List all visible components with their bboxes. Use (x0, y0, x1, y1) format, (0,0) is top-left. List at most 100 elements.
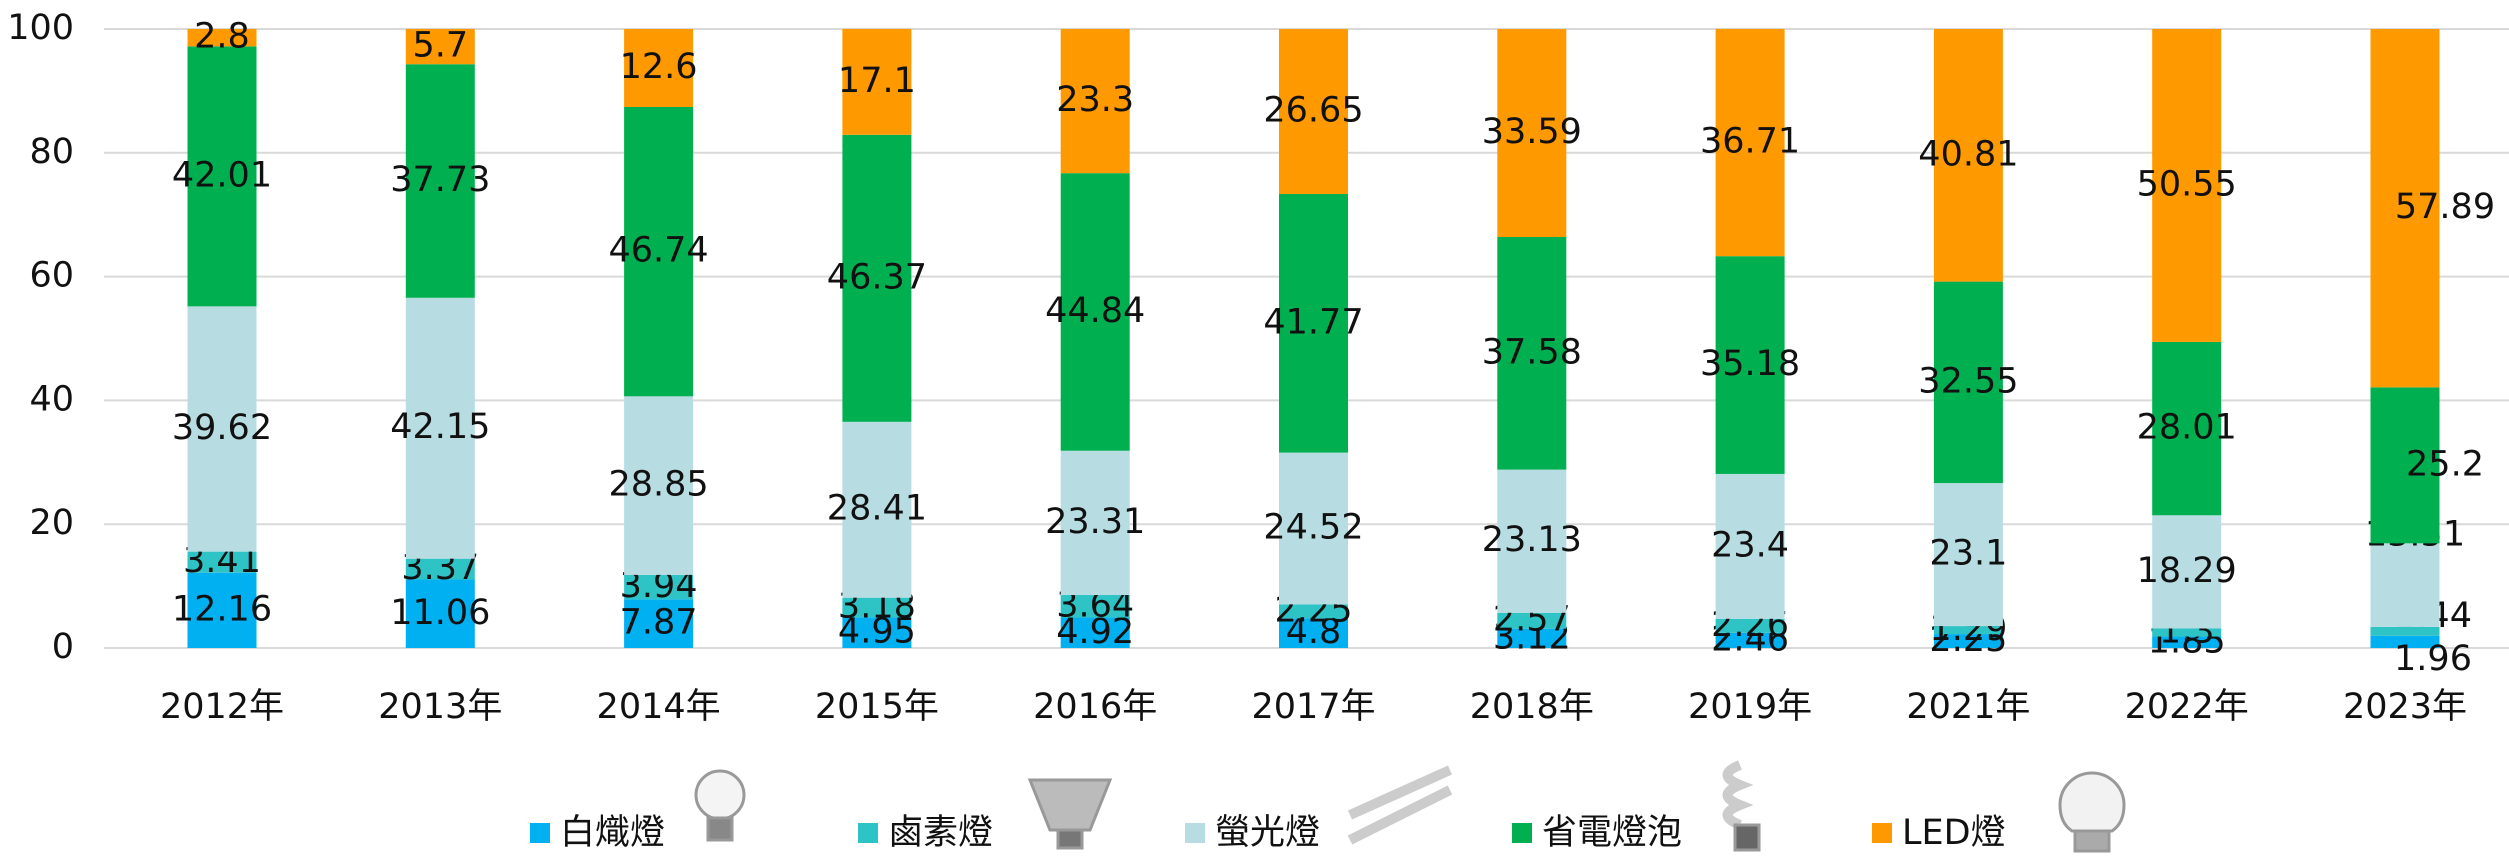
bar-segment (1060, 173, 1130, 451)
value-label: 7.87 (620, 603, 698, 643)
y-tick-label: 100 (7, 8, 74, 48)
legend-icons (694, 760, 2126, 853)
value-label: 5.7 (412, 26, 468, 66)
x-tick-label: 2022年 (2125, 687, 2249, 727)
legend-swatch (1872, 823, 1892, 843)
value-label: 57.89 (2395, 187, 2495, 227)
value-label: 46.74 (608, 231, 708, 271)
bar-segment (2152, 341, 2222, 516)
bar-segment (1715, 256, 1785, 474)
bar-segment (187, 46, 257, 307)
bar-segment (1279, 452, 1348, 605)
value-label: 24.52 (1263, 507, 1363, 547)
bar-segment (2370, 626, 2440, 636)
bar-segment (2152, 515, 2222, 629)
bar-segment (405, 28, 475, 65)
y-tick-label: 20 (29, 503, 74, 543)
value-label: 40.81 (1918, 134, 2018, 174)
bar-segment (1060, 28, 1130, 174)
bar-segment (187, 29, 257, 47)
bar-segment (2370, 29, 2440, 388)
y-tick-label: 40 (29, 379, 74, 419)
value-label: 11.06 (390, 593, 490, 633)
bar-segment (1715, 28, 1785, 257)
bar-segment (405, 64, 475, 298)
bar-segment (1060, 617, 1130, 648)
x-tick-label: 2017年 (1251, 687, 1375, 727)
bar-segment (2152, 29, 2222, 342)
bar-segment (624, 599, 694, 648)
legend-label: 白熾燈 (560, 813, 665, 853)
bar-segment (405, 297, 475, 559)
bar-segment (187, 306, 257, 552)
bar-segment (842, 421, 912, 598)
value-label: 37.58 (1482, 332, 1582, 372)
value-label: 44.84 (1045, 291, 1145, 331)
legend-swatch (1185, 823, 1205, 843)
legend-label: 螢光燈 (1215, 813, 1320, 853)
value-label: 33.59 (1482, 112, 1582, 152)
value-label: 26.65 (1263, 91, 1363, 131)
bar-segment (842, 617, 912, 648)
bar-segment (842, 597, 912, 618)
value-label: 39.62 (172, 408, 272, 448)
value-label: 37.73 (390, 160, 490, 200)
legend-label: LED燈 (1902, 813, 2006, 853)
bar-segment (1060, 595, 1130, 618)
value-label: 4.92 (1056, 612, 1134, 652)
bar-segment (624, 106, 694, 397)
value-label: 23.1 (1929, 534, 2007, 574)
bar-segment (842, 28, 912, 135)
x-tick-label: 2015年 (815, 687, 939, 727)
bar-segment (1497, 628, 1567, 648)
value-label: 35.18 (1700, 344, 1800, 384)
value-label: 50.55 (2137, 164, 2237, 204)
bar-segment (1279, 29, 1348, 195)
value-label: 42.01 (172, 155, 272, 195)
value-label: 46.37 (827, 257, 927, 297)
value-label: 23.13 (1482, 520, 1582, 560)
legend-label: 鹵素燈 (888, 813, 993, 853)
bar-segment (1933, 626, 2003, 635)
value-label: 2.8 (194, 17, 250, 57)
value-label: 12.6 (620, 47, 698, 87)
bar-segment (1715, 473, 1785, 619)
value-label: 23.4 (1711, 525, 1789, 565)
bar-segment (624, 29, 694, 107)
x-tick-label: 2019年 (1688, 687, 1812, 727)
value-label: 28.01 (2137, 408, 2237, 448)
bar-segment (1715, 632, 1785, 648)
bar-segment (2370, 635, 2440, 648)
y-tick-label: 0 (52, 627, 74, 667)
bar-segment (1279, 618, 1348, 648)
bar-segment (1279, 604, 1348, 619)
value-label: 28.85 (608, 465, 708, 505)
bar-segment (1933, 29, 2003, 282)
bar-segment (1933, 281, 2003, 484)
bar-segment (624, 574, 694, 600)
value-label: 28.41 (827, 489, 927, 529)
value-label: 36.71 (1700, 122, 1800, 162)
value-label: 41.77 (1263, 302, 1363, 342)
value-label: 1.96 (2394, 639, 2472, 679)
legend-label: 省電燈泡 (1542, 813, 1682, 853)
bar-segment (2152, 636, 2222, 648)
value-label: 32.55 (1918, 361, 2018, 401)
legend-swatch (858, 823, 878, 843)
bar-segment (1933, 483, 2003, 627)
x-tick-label: 2016年 (1033, 687, 1157, 727)
bar-segment (1715, 618, 1785, 633)
bar-segment (1497, 29, 1567, 237)
bar-segment (2370, 543, 2440, 627)
bar-segment (405, 579, 475, 648)
bar-segment (1497, 612, 1567, 629)
value-label: 12.16 (172, 589, 272, 629)
legend-swatch (530, 823, 550, 843)
bar-segment (405, 558, 475, 580)
bar-segment (1497, 469, 1567, 613)
value-label: 42.15 (390, 407, 490, 447)
x-tick-label: 2018年 (1470, 687, 1594, 727)
value-label: 18.29 (2137, 551, 2237, 591)
bar-segment (2370, 387, 2440, 544)
value-label: 17.1 (838, 61, 916, 101)
